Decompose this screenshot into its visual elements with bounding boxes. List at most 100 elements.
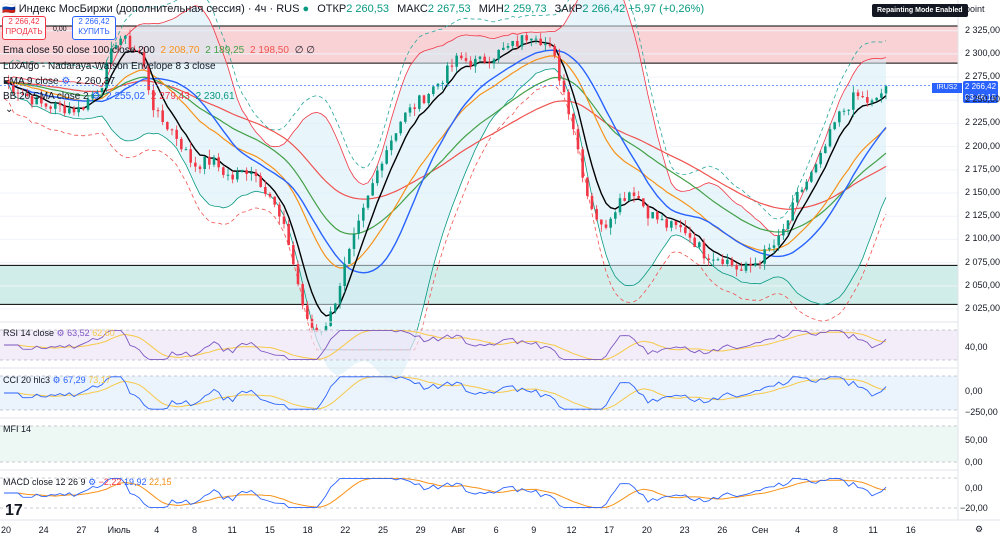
candle: [212, 154, 216, 168]
candle: [418, 94, 421, 112]
candle: [777, 229, 780, 251]
envelope-lower: [3, 84, 887, 351]
candle: [296, 260, 300, 287]
candle-body: [236, 171, 239, 180]
candle-body: [740, 269, 743, 271]
collapse-chevron-icon[interactable]: ⌄: [5, 104, 14, 115]
high-value: 2 267,53: [427, 3, 471, 15]
candle: [404, 112, 407, 124]
settings-icon[interactable]: ⚙: [91, 91, 101, 102]
legend-lux[interactable]: LuxAlgo - Nadaraya-Watson Envelope 8 3 c…: [3, 60, 216, 73]
candle-body: [273, 196, 276, 205]
candle-body: [7, 81, 10, 84]
candle: [670, 220, 673, 232]
legend-ema9-label: EMA 9 close: [3, 76, 59, 87]
candle: [161, 104, 164, 126]
symbol-header[interactable]: 🇷🇺 Индекс МосБиржи (дополнительная сесси…: [2, 2, 704, 15]
candle: [408, 103, 412, 117]
macd-legend[interactable]: MACD close 12 26 9 ⚙ −2,22 19,92 22,15: [3, 477, 172, 488]
candle: [707, 254, 710, 266]
candles[interactable]: [7, 29, 888, 336]
candle-body: [539, 38, 542, 46]
time-tick-label: 15: [264, 525, 275, 535]
time-tick-label: 11: [227, 525, 237, 535]
candle: [352, 227, 356, 257]
legend-bb-v1: 2 255,02: [106, 91, 146, 102]
candle-body: [40, 96, 43, 104]
settings-icon[interactable]: ⚙: [56, 328, 65, 338]
settings-icon[interactable]: ⚙: [52, 375, 61, 385]
cci-legend[interactable]: CCI 20 hlc3 ⚙ 67,29 73,17: [3, 375, 111, 386]
candle-body: [343, 263, 346, 287]
candle-body: [441, 82, 444, 84]
candle: [623, 191, 626, 202]
legend-ema[interactable]: Ema close 50 close 100 close 200 2 208,7…: [3, 44, 315, 57]
candle: [637, 191, 640, 199]
candle: [217, 153, 220, 172]
candle: [96, 89, 99, 95]
candle-body: [54, 102, 57, 109]
candle: [754, 257, 757, 267]
time-tick-label: Авг: [451, 525, 466, 535]
legend-bb[interactable]: BB 20 SMA close 2 ⚙ 2 255,02 2 279,43 2 …: [3, 90, 235, 103]
candle-body: [866, 97, 869, 103]
candle-body: [63, 105, 66, 114]
sell-button[interactable]: 2 266,42 ПРОДАТЬ: [2, 16, 46, 40]
candle: [44, 103, 48, 110]
candle-body: [371, 183, 374, 196]
candle: [562, 74, 566, 96]
price-tick-label: 2 100,00: [965, 233, 1000, 244]
settings-icon[interactable]: ⚙: [88, 477, 97, 487]
settings-icon[interactable]: ⚙: [61, 76, 71, 87]
price-tick-label: 2 225,00: [965, 117, 1000, 128]
symbol-title[interactable]: Индекс МосБиржи (дополнительная сессия) …: [18, 3, 300, 15]
sell-label: ПРОДАТЬ: [5, 27, 43, 36]
candle-body: [203, 156, 206, 170]
candle: [749, 257, 752, 273]
close-label: ЗАКР: [554, 3, 583, 15]
candle-body: [259, 175, 262, 187]
candle: [763, 245, 766, 270]
candle: [450, 58, 454, 72]
candle-body: [861, 96, 864, 98]
price-tick-label: 2 125,00: [965, 210, 1000, 221]
mfi-legend[interactable]: MFI 14: [3, 424, 31, 434]
candle-body: [464, 58, 468, 61]
candle-body: [26, 93, 29, 96]
rsi-legend[interactable]: RSI 14 close ⚙ 63,52 62,60: [3, 328, 115, 339]
candle-body: [254, 172, 258, 176]
candle-body: [394, 133, 398, 141]
candle-body: [147, 66, 150, 91]
candle: [576, 124, 580, 154]
bollinger-upper: [3, 0, 887, 237]
candle: [72, 105, 76, 116]
legend-ema-v3: 2 198,50: [249, 45, 289, 56]
candle: [502, 42, 505, 51]
candle: [525, 31, 528, 45]
candle: [609, 216, 612, 235]
candle-body: [469, 60, 472, 67]
candle: [726, 253, 729, 267]
legend-ema-label: Ema close 50 close 100 close 200: [3, 45, 155, 56]
candle-body: [194, 162, 197, 167]
rsi-line: [4, 329, 887, 361]
candle: [198, 164, 202, 174]
candle: [758, 260, 762, 269]
candle: [772, 239, 776, 254]
candle: [226, 168, 230, 181]
legend-ema9[interactable]: EMA 9 close ⚙ 2 260,37: [3, 75, 115, 88]
moving-averages: [3, 40, 887, 317]
candle-body: [408, 107, 412, 113]
price-tick-label: 2 325,00: [965, 24, 1000, 35]
price-tick-label: 2 150,00: [965, 187, 1000, 198]
time-tick-label: 12: [566, 525, 577, 535]
candle-body: [250, 172, 253, 174]
buy-button[interactable]: 2 266,42 КУПИТЬ: [72, 16, 116, 40]
price-tick-label: 2 050,00: [965, 279, 1000, 290]
candle-body: [810, 172, 813, 182]
candle: [282, 210, 286, 229]
gear-icon[interactable]: ⚙: [975, 524, 984, 534]
mfi-tick-0: 0,00: [965, 457, 983, 467]
candle-body: [884, 86, 888, 94]
